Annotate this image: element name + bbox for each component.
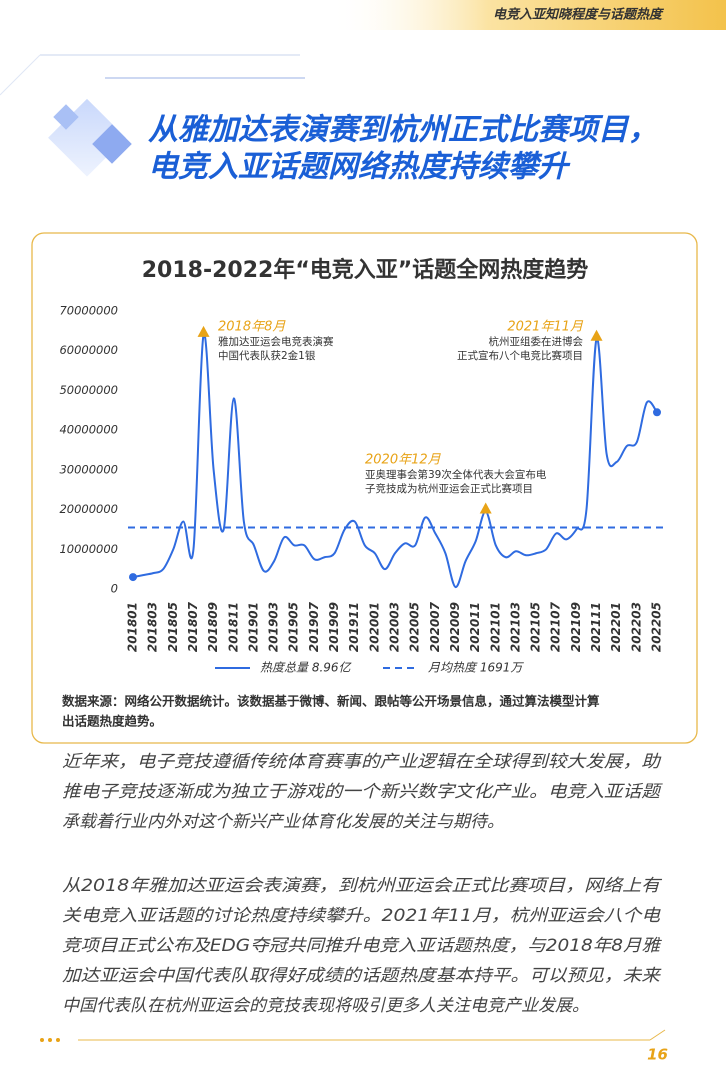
y-tick-label: 10000000 [59,542,118,556]
annotation-title: 2018年8月 [218,320,286,335]
header-band [330,0,726,30]
annotation-text: 亚奥理事会第39次全体代表大会宣布电 [365,468,547,481]
x-tick-label: 202007 [428,601,442,652]
x-tick-label: 202011 [468,602,482,652]
x-tick-label: 202103 [508,602,522,652]
legend-label: 热度总量 8.96亿 [260,661,353,675]
x-tick-label: 202001 [367,602,381,652]
x-tick-label: 201907 [307,601,321,652]
y-tick-label: 0 [111,582,118,596]
paragraph-line: 关电竞入亚话题的讨论热度持续攀升。2021年11月，杭州亚运会八个电 [62,906,661,926]
x-tick-label: 202111 [589,602,603,652]
start-dot [129,573,137,582]
x-tick-label: 202005 [408,602,422,652]
x-tick-label: 201905 [287,602,301,652]
y-tick-label: 20000000 [59,502,118,516]
footer-line [649,1029,666,1041]
x-tick-label: 201807 [186,601,200,652]
deco-line [0,54,41,96]
x-tick-label: 202101 [488,602,502,652]
annotation-marker [197,325,210,337]
data-source: 出话题热度趋势。 [62,714,162,729]
y-tick-label: 60000000 [59,343,118,357]
x-tick-label: 201901 [246,602,260,652]
y-tick-label: 70000000 [59,304,118,318]
x-tick-label: 202105 [529,602,543,652]
y-tick-label: 50000000 [59,383,118,397]
paragraph-line: 近年来，电子竞技遵循传统体育赛事的产业逻辑在全球得到较大发展，助 [62,752,662,772]
paragraph-line: 推电子竞技逐渐成为独立于游戏的一个新兴数字文化产业。电竞入亚话题 [62,782,663,802]
annotation-title: 2020年12月 [365,453,442,468]
x-tick-label: 201809 [206,602,220,652]
x-tick-label: 202203 [629,602,643,652]
y-tick-label: 30000000 [59,462,118,476]
annotation-marker [479,502,492,514]
x-tick-label: 202201 [609,602,623,652]
x-tick-label: 202003 [388,602,402,652]
paragraph-line: 竞项目正式公布及EDG夺冠共同推升电竞入亚话题热度，与2018年8月雅 [62,936,662,956]
deco-diamond [92,124,132,164]
paragraph-line: 从2018年雅加达亚运会表演赛，到杭州亚运会正式比赛项目，网络上有 [62,876,662,896]
annotation-text: 杭州亚组委在进博会 [489,335,584,348]
x-tick-label: 201903 [267,602,281,652]
x-tick-label: 202205 [650,602,664,652]
annotation-title: 2021年11月 [507,320,584,335]
x-tick-label: 201805 [166,602,180,652]
data-source: 数据来源：网络公开数据统计。该数据基于微博、新闻、跟帖等公开场景信息，通过算法模… [61,694,600,709]
x-tick-label: 201909 [327,602,341,652]
x-tick-label: 202107 [549,601,563,652]
chart-frame [31,232,698,744]
x-tick-label: 201911 [347,602,361,652]
annotation-text: 子竞技成为杭州亚运会正式比赛项目 [365,482,533,495]
heading: 电竞入亚话题网络热度持续攀升 [148,150,571,185]
y-tick-label: 40000000 [59,423,118,437]
heading: 从雅加达表演赛到杭州正式比赛项目， [148,113,658,148]
x-tick-label: 202109 [569,602,583,652]
deco-diamond [53,104,79,130]
end-dot [653,408,661,417]
annotation-marker [590,329,603,341]
annotation-text: 中国代表队获2金1银 [218,349,316,362]
x-tick-label: 201803 [146,602,160,652]
annotation-text: 雅加达亚运会电竞表演赛 [218,335,334,348]
paragraph-line: 中国代表队在杭州亚运会的竞技表现将吸引更多人关注电竞产业发展。 [62,996,589,1016]
series-line [132,332,658,589]
legend-label: 月均热度 1691万 [428,661,524,675]
header-section: 电竞入亚知晓程度与话题热度 [493,7,665,23]
page-number: 16 [647,1046,668,1064]
x-tick-label: 201811 [226,602,240,652]
x-tick-label: 201801 [126,602,140,652]
annotation-text: 正式宣布八个电竞比赛项目 [457,349,583,362]
x-tick-label: 202009 [448,602,462,652]
chart-title: 2018-2022年“电竞入亚”话题全网热度趋势 [142,257,589,283]
paragraph-line: 承载着行业内外对这个新兴产业体育化发展的关注与期待。 [62,812,504,832]
paragraph-line: 加达亚运会中国代表队取得好成绩的话题热度基本持平。可以预见，未来 [62,966,662,986]
